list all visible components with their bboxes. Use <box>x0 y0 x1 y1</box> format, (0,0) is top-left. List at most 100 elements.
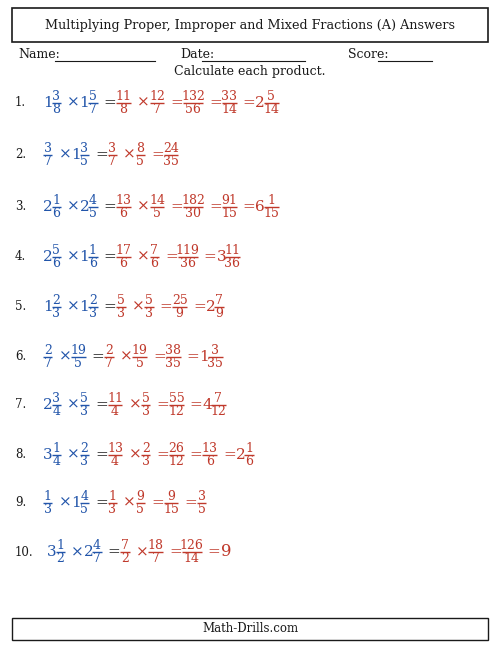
Text: 6: 6 <box>150 257 158 270</box>
Text: 5: 5 <box>145 294 153 307</box>
Text: =: = <box>242 200 256 214</box>
Text: =: = <box>156 448 169 462</box>
Text: ×: × <box>58 350 71 364</box>
Text: ×: × <box>58 148 71 162</box>
Text: ×: × <box>123 496 136 510</box>
Text: 3: 3 <box>117 307 125 320</box>
Text: 19: 19 <box>132 344 148 357</box>
Text: =: = <box>104 250 117 264</box>
Text: 15: 15 <box>222 207 237 220</box>
Text: 1: 1 <box>89 244 97 257</box>
Text: 1: 1 <box>56 539 64 552</box>
Text: Calculate each product.: Calculate each product. <box>174 65 326 78</box>
Text: ×: × <box>123 148 136 162</box>
Text: 3.: 3. <box>15 201 26 214</box>
Text: 3: 3 <box>216 250 226 264</box>
Text: 18: 18 <box>148 539 164 552</box>
Text: 3: 3 <box>198 490 205 503</box>
Text: 1: 1 <box>80 300 90 314</box>
Text: 5: 5 <box>89 207 97 220</box>
Text: =: = <box>223 448 236 462</box>
Text: 35: 35 <box>163 155 179 168</box>
Text: ×: × <box>137 200 150 214</box>
Text: 14: 14 <box>221 103 237 116</box>
Text: 6: 6 <box>255 200 265 214</box>
Text: 3: 3 <box>80 142 88 155</box>
Text: =: = <box>186 350 200 364</box>
Text: Score:: Score: <box>348 49 389 61</box>
Text: 36: 36 <box>180 257 196 270</box>
Text: 2: 2 <box>52 294 60 307</box>
Text: 4: 4 <box>202 398 212 412</box>
Text: 38: 38 <box>165 344 181 357</box>
Text: =: = <box>160 300 172 314</box>
Text: 14: 14 <box>149 194 165 207</box>
Text: =: = <box>204 250 216 264</box>
Text: ×: × <box>120 350 132 364</box>
Text: 9: 9 <box>215 307 223 320</box>
Text: 8: 8 <box>52 103 60 116</box>
Text: =: = <box>209 200 222 214</box>
Text: 1.: 1. <box>15 96 26 109</box>
Text: =: = <box>165 250 178 264</box>
Text: =: = <box>169 545 182 559</box>
Text: 11: 11 <box>116 90 132 103</box>
Text: 2: 2 <box>80 200 90 214</box>
Text: 3: 3 <box>43 448 52 462</box>
Text: 1: 1 <box>267 194 275 207</box>
Text: 25: 25 <box>172 294 188 307</box>
Text: 2: 2 <box>56 552 64 565</box>
Text: 6.: 6. <box>15 351 26 364</box>
Text: 3: 3 <box>211 344 219 357</box>
Text: 4: 4 <box>52 405 60 418</box>
Text: 5: 5 <box>142 392 150 405</box>
Text: 14: 14 <box>184 552 200 565</box>
Text: 10.: 10. <box>15 545 34 558</box>
Text: 9: 9 <box>222 543 232 560</box>
Text: =: = <box>151 496 164 510</box>
Text: =: = <box>242 96 256 110</box>
Text: 15: 15 <box>163 503 179 516</box>
Text: ×: × <box>67 250 80 264</box>
Text: =: = <box>104 96 117 110</box>
Text: =: = <box>95 448 108 462</box>
Bar <box>12 618 488 640</box>
Text: 4: 4 <box>111 455 119 468</box>
Text: 4: 4 <box>52 455 60 468</box>
Text: 6: 6 <box>206 455 214 468</box>
Text: 1: 1 <box>44 490 52 503</box>
Text: 3: 3 <box>52 307 60 320</box>
Text: 5: 5 <box>153 207 161 220</box>
Text: 126: 126 <box>180 539 204 552</box>
Text: 36: 36 <box>224 257 240 270</box>
Text: 2: 2 <box>84 545 94 559</box>
Text: 1: 1 <box>52 194 60 207</box>
Text: 1: 1 <box>80 250 90 264</box>
Text: 5: 5 <box>74 357 82 370</box>
Text: 3: 3 <box>142 405 150 418</box>
Text: 30: 30 <box>185 207 201 220</box>
Text: 33: 33 <box>221 90 237 103</box>
Text: 3: 3 <box>47 545 56 559</box>
Text: 91: 91 <box>222 194 237 207</box>
Text: Date:: Date: <box>180 49 214 61</box>
Text: 8: 8 <box>120 103 128 116</box>
Text: 5: 5 <box>198 503 205 516</box>
Text: 7: 7 <box>89 103 97 116</box>
Text: =: = <box>95 496 108 510</box>
Text: 2: 2 <box>43 200 53 214</box>
Text: 9: 9 <box>136 490 144 503</box>
Text: =: = <box>92 350 104 364</box>
Text: ×: × <box>67 300 80 314</box>
Text: 3: 3 <box>142 455 150 468</box>
Text: =: = <box>170 96 183 110</box>
Text: 4: 4 <box>80 490 88 503</box>
Text: 6: 6 <box>89 257 97 270</box>
Text: 2: 2 <box>43 398 53 412</box>
Text: 5: 5 <box>136 357 143 370</box>
Text: 2: 2 <box>142 442 150 455</box>
Text: 4: 4 <box>93 539 101 552</box>
Text: Multiplying Proper, Improper and Mixed Fractions (A) Answers: Multiplying Proper, Improper and Mixed F… <box>45 19 455 32</box>
Text: 5: 5 <box>136 503 144 516</box>
Text: 1: 1 <box>245 442 253 455</box>
